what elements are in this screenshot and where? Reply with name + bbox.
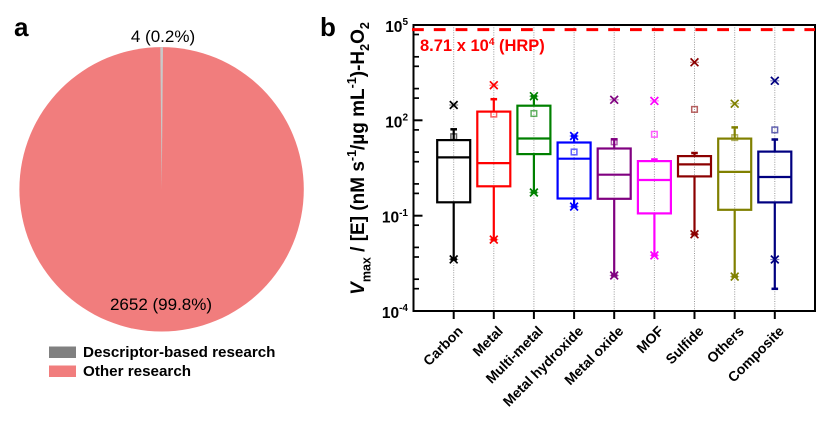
svg-text:a: a [14,12,29,42]
svg-text:8.71 x 104 (HRP): 8.71 x 104 (HRP) [420,37,545,55]
svg-text:Other research: Other research [83,363,191,380]
svg-text:b: b [320,12,336,42]
svg-text:2652 (99.8%): 2652 (99.8%) [110,295,212,314]
svg-text:4 (0.2%): 4 (0.2%) [131,27,195,46]
svg-text:Descriptor-based research: Descriptor-based research [83,344,275,361]
svg-text:Vmax / [E] (nM s-1/µg mL-1)-H2: Vmax / [E] (nM s-1/µg mL-1)-H2O2 [345,22,374,295]
